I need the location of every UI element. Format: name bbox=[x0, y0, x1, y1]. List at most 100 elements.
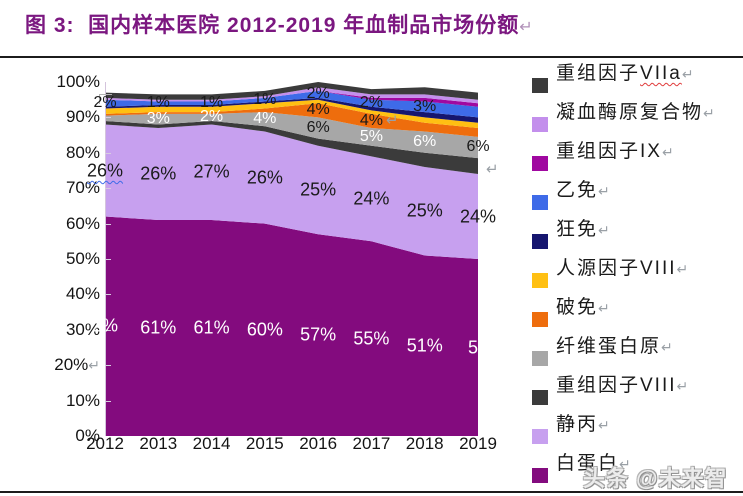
x-axis-label-2017: 2017 bbox=[352, 434, 391, 453]
return-mark-icon: ↵ bbox=[486, 161, 499, 178]
data-label-静丙-2019: 24% bbox=[459, 206, 497, 227]
area-series-白蛋白 bbox=[105, 216, 478, 436]
y-axis-tick-label: 70% bbox=[65, 178, 100, 198]
y-axis-tick bbox=[105, 188, 111, 190]
data-label-破免-2016: 4% bbox=[306, 101, 330, 119]
area-series-凝血酶原复合物 bbox=[105, 87, 478, 104]
y-axis-tick-label: 90% bbox=[65, 107, 100, 127]
return-mark-icon: ↵ bbox=[681, 66, 694, 82]
y-axis-tick-label: 20%↵ bbox=[54, 355, 100, 375]
data-label-纤维蛋白原-2016: 6% bbox=[306, 119, 330, 137]
data-label-白蛋白-2014: 61% bbox=[193, 317, 230, 338]
x-axis-label-2019: 2019 bbox=[459, 434, 497, 453]
return-mark-icon: ↵ bbox=[598, 417, 610, 433]
title-divider bbox=[0, 56, 743, 58]
x-axis-label-2013: 2013 bbox=[139, 434, 178, 453]
legend-swatch bbox=[532, 312, 548, 327]
data-label-静丙-2017: 24% bbox=[353, 188, 390, 209]
data-label-乙免-2018: 3% bbox=[413, 97, 437, 115]
y-axis-tick-label: 100% bbox=[56, 72, 100, 91]
legend-label: 人源因子VIII↵ bbox=[556, 258, 689, 279]
return-mark-icon: ↵ bbox=[703, 105, 715, 121]
legend-item-凝血酶原复合物: 凝血酶原复合物↵ bbox=[528, 97, 738, 136]
legend-label: 狂免↵ bbox=[556, 219, 610, 240]
return-mark-icon: ↵ bbox=[519, 19, 534, 36]
legend-label: 静丙↵ bbox=[556, 414, 610, 435]
y-axis-tick bbox=[105, 400, 111, 402]
legend-label: 凝血酶原复合物↵ bbox=[556, 102, 715, 123]
data-label-乙免-2017: 2% bbox=[359, 94, 383, 112]
return-mark-icon: ↵ bbox=[598, 183, 610, 199]
data-label-白蛋白-2017: 55% bbox=[353, 328, 390, 349]
area-series-重组因子IX bbox=[105, 90, 478, 107]
data-label-乙免-2012: 2% bbox=[93, 94, 117, 112]
data-label-白蛋白-2012: 2% bbox=[91, 315, 119, 336]
legend-item-白蛋白: 白蛋白↵ bbox=[528, 448, 738, 487]
data-label-白蛋白-2018: 51% bbox=[406, 335, 443, 356]
legend-swatch bbox=[532, 234, 548, 249]
y-axis-tick-label: 80% bbox=[65, 142, 100, 162]
y-axis-tick bbox=[105, 329, 111, 331]
data-label-白蛋白-2019: 50 bbox=[467, 337, 489, 357]
x-axis-label-2012: 2012 bbox=[86, 434, 124, 453]
y-axis-tick bbox=[105, 223, 111, 225]
return-mark-icon: ↵ bbox=[619, 456, 631, 472]
legend-label: 破免↵ bbox=[556, 297, 610, 318]
y-axis-tick-label: 50% bbox=[65, 249, 100, 268]
legend-swatch bbox=[532, 117, 548, 132]
area-series-乙免 bbox=[105, 90, 478, 118]
x-axis-label-2018: 2018 bbox=[405, 434, 444, 453]
y-axis-tick bbox=[105, 117, 111, 119]
return-mark-icon: ↵ bbox=[676, 261, 689, 277]
y-axis-tick-label: 60% bbox=[65, 213, 100, 233]
return-mark-icon: ↵ bbox=[88, 357, 100, 374]
legend-label: 重组因子VIII↵ bbox=[556, 375, 689, 396]
return-mark-icon: ↵ bbox=[598, 300, 610, 316]
data-label-静丙-2013: 26% bbox=[140, 163, 177, 184]
spellcheck-underline: VIIa bbox=[640, 63, 682, 84]
data-label-乙免-2014: 1% bbox=[200, 94, 224, 112]
legend-swatch bbox=[532, 78, 548, 93]
legend-item-人源因子VIII: 人源因子VIII↵ bbox=[528, 253, 738, 292]
y-axis-tick-label: 10% bbox=[65, 390, 100, 410]
y-axis-tick-label: 0% bbox=[75, 426, 100, 445]
legend-item-乙免: 乙免↵ bbox=[528, 175, 738, 214]
data-label-静丙-2014: 27% bbox=[193, 161, 230, 182]
data-label-静丙-2015: 26% bbox=[246, 167, 283, 188]
data-label-纤维蛋白原-2013: 3% bbox=[146, 110, 170, 128]
legend-swatch bbox=[532, 390, 548, 405]
data-label-纤维蛋白原-2014: 2% bbox=[200, 108, 224, 126]
legend-item-破免: 破免↵ bbox=[528, 292, 738, 331]
data-label-纤维蛋白原-2017: 5% bbox=[359, 127, 383, 145]
x-axis-label-2016: 2016 bbox=[299, 434, 338, 453]
data-label-静丙-2016: 25% bbox=[300, 179, 337, 200]
figure-title: 图 3: 国内样本医院 2012-2019 年血制品市场份额↵ bbox=[25, 9, 534, 39]
legend-label: 纤维蛋白原↵ bbox=[556, 336, 673, 357]
y-axis-tick-label: 30% bbox=[65, 319, 100, 339]
page-bottom-border bbox=[0, 491, 743, 493]
return-mark-icon: ↵ bbox=[661, 339, 673, 355]
data-label-乙免-2015: 1% bbox=[253, 90, 277, 108]
area-series-重组因子VIIa bbox=[105, 82, 478, 100]
area-series-狂免 bbox=[105, 97, 478, 123]
legend-item-重组因子IX: 重组因子IX↵ bbox=[528, 136, 738, 175]
data-label-纤维蛋白原-2018: 6% bbox=[413, 133, 437, 151]
figure-title-text: 图 3: 国内样本医院 2012-2019 年血制品市场份额 bbox=[25, 14, 520, 37]
area-series-重组因子VIII bbox=[105, 120, 478, 175]
data-label-白蛋白-2015: 60% bbox=[246, 319, 283, 340]
watermark: 头条 @未来智库 bbox=[583, 466, 728, 491]
data-label-纤维蛋白原-2015: 4% bbox=[253, 110, 277, 128]
legend-label: 白蛋白↵ bbox=[556, 453, 631, 474]
legend-item-重组因子VIII: 重组因子VIII↵ bbox=[528, 370, 738, 409]
legend-label: 乙免↵ bbox=[556, 180, 610, 201]
data-label-静丙-2012: 26% bbox=[86, 160, 124, 180]
y-axis-tick bbox=[105, 294, 111, 296]
return-mark-icon: ↵ bbox=[676, 378, 689, 394]
legend-swatch bbox=[532, 273, 548, 288]
y-axis-tick-label: 40% bbox=[65, 284, 100, 304]
legend-item-狂免: 狂免↵ bbox=[528, 214, 738, 253]
legend-item-静丙: 静丙↵ bbox=[528, 409, 738, 448]
data-label-乙免-2016: 2% bbox=[306, 85, 330, 103]
